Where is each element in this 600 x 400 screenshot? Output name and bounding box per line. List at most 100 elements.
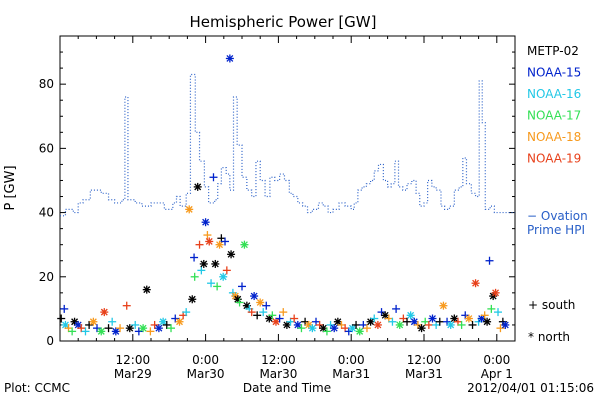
marker-stroke [62, 321, 69, 329]
x-tick-label-date: Mar31 [332, 367, 370, 381]
marker-stroke [330, 324, 338, 332]
south-marker [122, 301, 131, 310]
south-marker [238, 282, 246, 291]
x-tick-label-time: 12:00 [261, 353, 296, 367]
south-marker [487, 304, 496, 313]
north-marker [501, 320, 510, 329]
legend: METP-02 NOAA-15 NOAA-16 NOAA-17 NOAA-18 NOAA-… [527, 44, 581, 166]
south-marker [279, 308, 288, 317]
marker-stroke [319, 324, 327, 332]
south-marker [108, 317, 117, 326]
south-marker [480, 311, 489, 320]
marker-stroke [250, 292, 258, 300]
x-tick-label-date: Mar31 [405, 367, 443, 381]
marker-stroke [501, 321, 509, 329]
north-marker [293, 320, 302, 329]
marker-stroke [97, 327, 105, 335]
north-marker [97, 327, 106, 336]
north-marker [111, 327, 120, 336]
north-marker [330, 324, 339, 333]
x-tick-label-date: Mar29 [114, 367, 152, 381]
marker-stroke [194, 183, 202, 191]
north-marker [240, 240, 249, 249]
north-marker [125, 324, 134, 333]
south-marker [322, 327, 331, 336]
south-marker [352, 320, 361, 329]
north-marker [439, 301, 448, 310]
marker-stroke [407, 311, 415, 319]
south-marker [150, 320, 159, 329]
north-marker [89, 317, 98, 326]
south-marker [57, 314, 66, 323]
south-marker [131, 320, 140, 329]
south-marker [392, 304, 401, 313]
south-marker [435, 317, 444, 326]
x-tick-label-date: Mar30 [187, 367, 225, 381]
south-marker [457, 320, 466, 329]
marker-stroke [439, 302, 447, 310]
marker-stroke [334, 318, 342, 326]
marker-stroke [226, 55, 234, 62]
marker-key-north: * north [528, 330, 570, 344]
marker-stroke [472, 279, 480, 287]
north-marker [205, 237, 214, 246]
legend-entry: NOAA-19 [527, 152, 581, 166]
south-marker [207, 279, 216, 288]
x-tick-label-date: Mar30 [259, 367, 297, 381]
north-marker [61, 320, 70, 329]
south-marker [262, 301, 271, 310]
south-marker [290, 314, 299, 323]
x-axis-label: Date and Time [243, 381, 331, 395]
y-tick-label: 60 [39, 141, 54, 155]
plot-frame [59, 35, 516, 342]
north-marker [450, 314, 459, 323]
south-marker [171, 314, 180, 323]
marker-stroke [100, 308, 108, 316]
x-tick-label-time: 0:00 [338, 353, 365, 367]
south-marker [388, 317, 397, 326]
marker-stroke [155, 324, 163, 332]
marker-stroke [219, 273, 227, 281]
south-marker [221, 237, 230, 246]
marker-stroke [492, 289, 500, 297]
x-tick-label-time: 0:00 [483, 353, 510, 367]
south-marker [182, 308, 191, 317]
marker-stroke [265, 315, 273, 322]
ovation-legend-label-1: − Ovation [527, 209, 588, 223]
south-marker [213, 282, 222, 291]
marker-stroke [112, 327, 120, 335]
south-marker [195, 240, 204, 249]
north-marker [483, 317, 492, 326]
south-marker [146, 327, 155, 336]
south-marker [496, 324, 505, 333]
footer-plot-credit: Plot: CCMC [4, 381, 70, 395]
x-tick-label-time: 12:00 [116, 353, 151, 367]
south-marker [247, 308, 256, 317]
north-marker [185, 205, 194, 214]
marker-stroke [294, 321, 302, 329]
north-marker [308, 324, 317, 333]
marker-stroke [89, 318, 97, 326]
marker-stroke [429, 315, 436, 322]
marker-stroke [143, 286, 151, 294]
south-marker [68, 327, 77, 336]
north-marker [355, 327, 364, 336]
north-marker [188, 295, 197, 304]
marker-stroke [216, 241, 224, 249]
legend-entry: NOAA-17 [527, 109, 581, 123]
north-marker [193, 182, 202, 191]
south-marker [362, 324, 371, 333]
y-tick-label: 0 [46, 334, 54, 348]
marker-stroke [200, 260, 208, 268]
south-marker [253, 311, 262, 320]
south-marker [209, 173, 218, 182]
y-tick-label: 40 [39, 206, 54, 220]
footer-timestamp: 2012/04/01 01:15:06 [467, 381, 594, 395]
north-marker [219, 272, 228, 281]
north-marker [491, 288, 500, 297]
north-marker [250, 292, 259, 301]
marker-stroke [418, 324, 426, 332]
south-marker [370, 314, 379, 323]
north-marker [271, 317, 280, 326]
